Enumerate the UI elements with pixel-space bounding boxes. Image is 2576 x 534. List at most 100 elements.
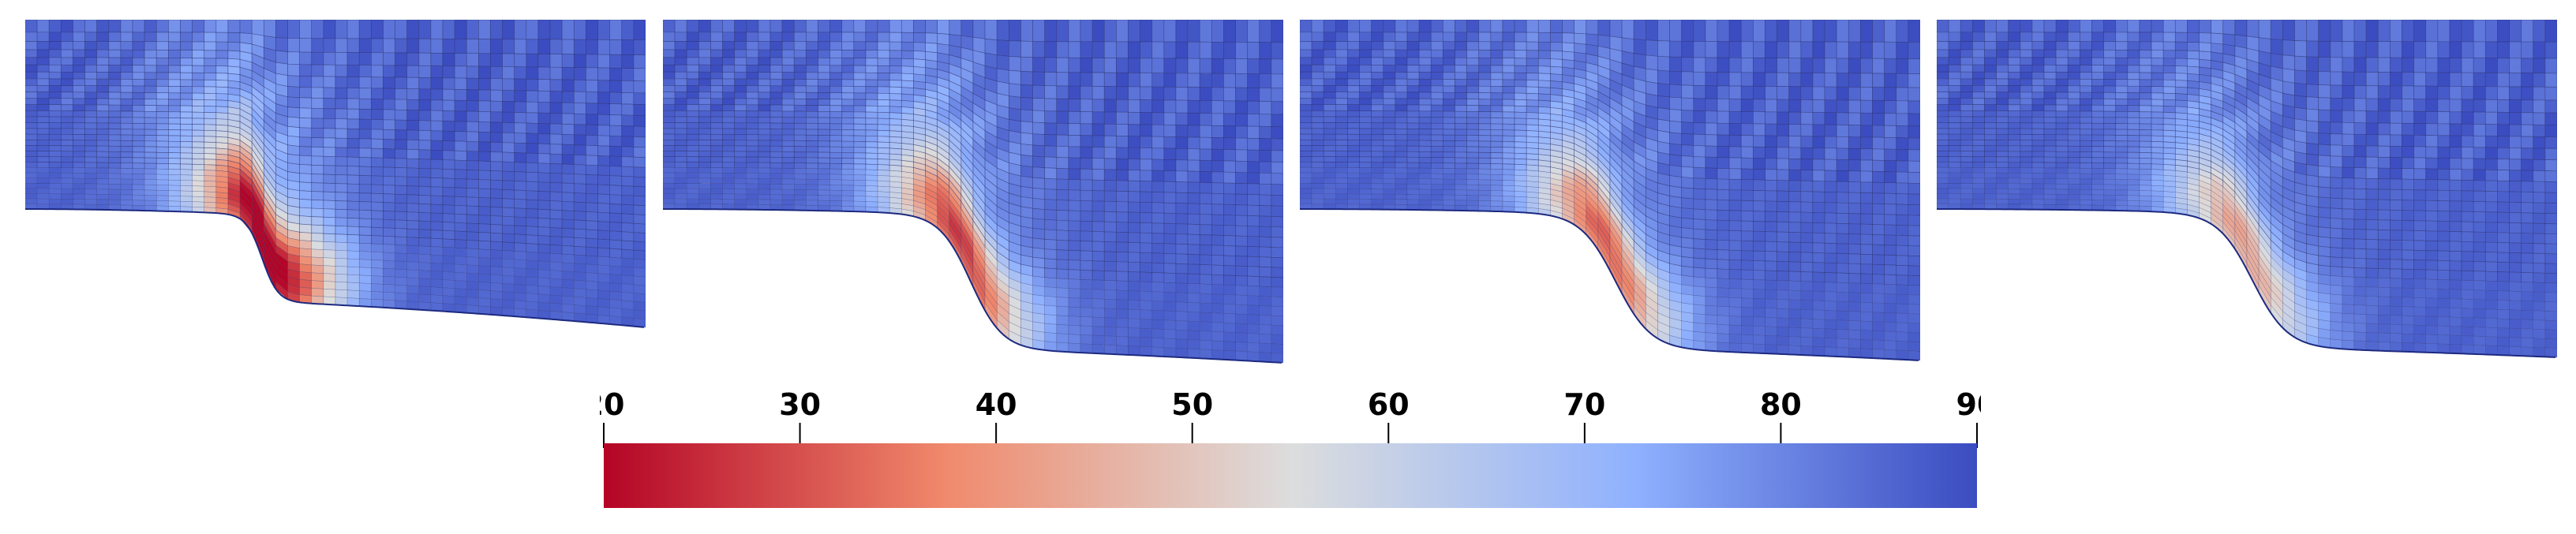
mesh-cell xyxy=(1455,49,1467,58)
mesh-cell xyxy=(1860,273,1873,285)
mesh-cell xyxy=(215,86,229,95)
mesh-cell xyxy=(1765,147,1777,159)
mesh-cell xyxy=(1151,73,1165,88)
mesh-cell xyxy=(418,204,432,214)
mesh-cell xyxy=(346,218,360,227)
mesh-cell xyxy=(2031,85,2045,93)
mesh-cell xyxy=(1406,151,1420,158)
mesh-cell xyxy=(769,20,783,33)
mesh-cell xyxy=(96,32,110,42)
mesh-cell xyxy=(806,179,818,185)
mesh-cell xyxy=(1406,41,1420,50)
mesh-cell xyxy=(889,80,902,88)
mesh-cell xyxy=(1490,135,1503,142)
mesh-cell xyxy=(1478,58,1492,66)
mesh-cell xyxy=(1300,167,1312,174)
mesh-cell xyxy=(710,193,723,200)
mesh-cell xyxy=(299,20,313,39)
mesh-cell xyxy=(1371,151,1384,158)
mesh-cell xyxy=(490,249,503,260)
mesh-cell xyxy=(1211,224,1224,236)
mesh-cell xyxy=(609,135,623,148)
mesh-cell xyxy=(526,133,539,144)
mesh-cell xyxy=(120,78,133,87)
mesh-cell xyxy=(335,20,348,39)
mesh-cell xyxy=(1271,161,1283,174)
mesh-cell xyxy=(430,195,444,206)
mesh-cell xyxy=(430,159,444,170)
mesh-cell xyxy=(1347,128,1360,135)
mesh-cell xyxy=(36,85,50,92)
mesh-cell xyxy=(1044,314,1058,325)
mesh-cell xyxy=(395,99,408,110)
mesh-cell xyxy=(1812,201,1825,214)
mesh-cell xyxy=(1948,133,1961,140)
mesh-cell xyxy=(674,20,687,33)
mesh-cell xyxy=(311,241,324,250)
mesh-cell xyxy=(1443,49,1455,58)
mesh-cell xyxy=(1948,183,1961,189)
mesh-cell xyxy=(132,184,145,191)
mesh-cell xyxy=(1271,334,1283,345)
mesh-cell xyxy=(1383,134,1396,141)
mesh-cell xyxy=(25,151,38,157)
mesh-cell xyxy=(490,197,503,208)
mesh-cell xyxy=(1812,271,1825,282)
mesh-cell xyxy=(370,99,384,110)
mesh-cell xyxy=(1347,122,1360,129)
mesh-cell xyxy=(1151,301,1165,312)
mesh-cell xyxy=(1984,156,1997,162)
mesh-cell xyxy=(215,118,229,126)
mesh-cell xyxy=(1860,330,1873,341)
mesh-cell xyxy=(841,129,855,136)
mesh-cell xyxy=(1406,178,1420,185)
mesh-cell xyxy=(537,226,551,237)
mesh-cell xyxy=(1235,235,1249,247)
mesh-cell xyxy=(514,171,527,182)
mesh-cell xyxy=(1140,262,1153,273)
mesh-cell xyxy=(370,88,384,100)
mesh-cell xyxy=(1347,162,1360,168)
mesh-cell xyxy=(1884,330,1896,342)
mesh-cell xyxy=(1948,32,1961,42)
mesh-cell xyxy=(1223,235,1236,247)
mesh-cell xyxy=(561,271,575,281)
mesh-cell xyxy=(793,20,807,33)
mesh-cell xyxy=(1717,110,1730,124)
mesh-cell xyxy=(1800,111,1814,125)
mesh-cell xyxy=(746,57,759,65)
mesh-cell xyxy=(561,253,575,264)
mesh-cell xyxy=(1455,99,1467,106)
mesh-cell xyxy=(1960,162,1973,168)
mesh-cell xyxy=(1466,162,1480,170)
mesh-cell xyxy=(442,20,455,39)
mesh-cell xyxy=(48,140,62,146)
mesh-cell xyxy=(418,229,432,239)
mesh-cell xyxy=(61,167,73,174)
mesh-cell xyxy=(686,49,699,58)
mesh-cell xyxy=(395,52,408,66)
mesh-cell xyxy=(1311,49,1324,58)
mesh-cell xyxy=(853,152,867,159)
mesh-cell xyxy=(829,151,843,159)
mesh-cell xyxy=(192,152,205,160)
mesh-cell xyxy=(758,104,771,112)
mesh-cell xyxy=(1175,311,1189,322)
mesh-cell xyxy=(1777,180,1790,192)
mesh-cell xyxy=(1836,202,1849,214)
mesh-cell xyxy=(1259,161,1272,174)
mesh-cell xyxy=(561,304,575,314)
mesh-cell xyxy=(1271,195,1283,207)
mesh-cell xyxy=(1896,125,1909,139)
mesh-cell xyxy=(1728,297,1742,308)
mesh-cell xyxy=(758,85,771,93)
mesh-cell xyxy=(1395,72,1408,80)
mesh-cell xyxy=(1235,245,1249,257)
mesh-cell xyxy=(1235,183,1249,195)
mesh-cell xyxy=(132,178,145,185)
mesh-cell xyxy=(1896,284,1909,295)
mesh-cell xyxy=(663,128,676,135)
mesh-cell xyxy=(514,162,527,173)
mesh-cell xyxy=(2043,57,2057,65)
mesh-cell xyxy=(227,58,241,68)
